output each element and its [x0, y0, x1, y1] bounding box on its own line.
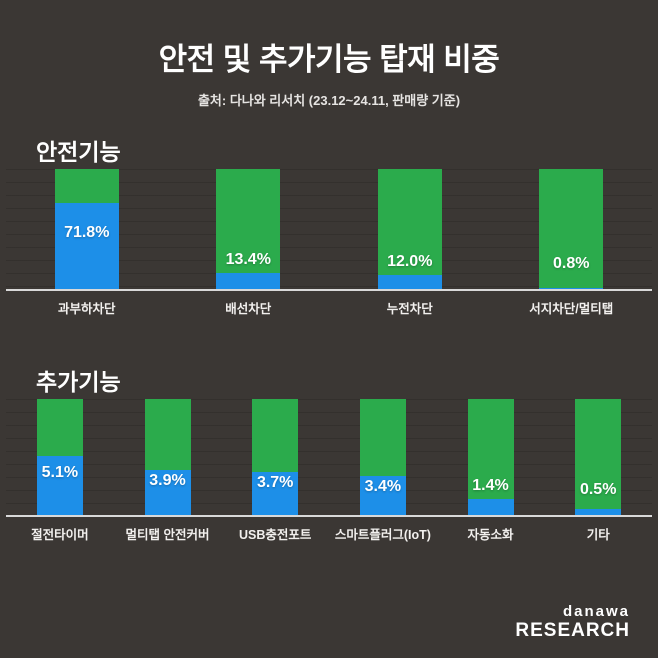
- category-label: 자동소화: [467, 528, 514, 542]
- danawa-research-logo: danawa RESEARCH: [515, 603, 630, 642]
- category-label: 과부하차단: [57, 302, 116, 316]
- bar: 3.9%: [144, 399, 191, 515]
- safety-chart-section: 안전기능 71.8% 13.4% 12.0% 0.8% 과부하차단 배선차단 누전차단 서지…: [0, 133, 658, 317]
- logo-danawa-text: danawa: [562, 602, 630, 620]
- bar-column: 0.8%: [491, 169, 653, 289]
- bar-column: 3.9%: [114, 399, 222, 515]
- category-label: 기타: [586, 528, 610, 542]
- bar-fill: [539, 288, 604, 289]
- value-label: 0.5%: [579, 481, 617, 498]
- additional-chart-section: 추가기능 5.1% 3.9% 3.7% 3.4% 1.4% 0.5% 절전타이머 멀티탭 안…: [0, 363, 658, 543]
- logo-research-text: RESEARCH: [515, 620, 630, 642]
- bar-fill: [144, 469, 191, 515]
- bar: 3.4%: [359, 399, 406, 515]
- safety-chart: 71.8% 13.4% 12.0% 0.8% 과부하차단 배선차단 누전차단 서지차단/멀티…: [6, 169, 652, 317]
- bar-fill: [467, 498, 514, 515]
- bar-column: 13.4%: [168, 169, 330, 289]
- bar-column: 1.4%: [437, 399, 545, 515]
- bar-fill: [575, 509, 622, 515]
- additional-category-labels: 절전타이머 멀티탭 안전커버 USB충전포트 스마트플러그(IoT) 자동소화 기타: [6, 524, 652, 543]
- value-label: 1.4%: [472, 476, 509, 494]
- bar-column: 0.5%: [544, 399, 652, 515]
- value-label: 71.8%: [64, 223, 110, 241]
- bar-column: 12.0%: [329, 169, 491, 289]
- additional-section-title: 추가기능: [36, 369, 121, 395]
- bar-fill: [216, 272, 281, 289]
- safety-section-title: 안전기능: [36, 139, 121, 165]
- category-label: 절전타이머: [31, 528, 89, 542]
- bar-fill: [54, 202, 119, 289]
- bar: 71.8%: [54, 169, 119, 289]
- bar: 5.1%: [36, 399, 83, 515]
- value-label: 13.4%: [225, 250, 271, 268]
- bar: 1.4%: [467, 399, 514, 515]
- bar: 12.0%: [377, 169, 442, 289]
- bar: 0.8%: [539, 169, 604, 289]
- value-label: 3.4%: [364, 477, 402, 495]
- category-label: 배선차단: [225, 302, 272, 316]
- bar-fill: [36, 455, 83, 515]
- additional-chart: 5.1% 3.9% 3.7% 3.4% 1.4% 0.5% 절전타이머 멀티탭 안전커버 US…: [6, 399, 652, 543]
- value-label: 3.7%: [256, 474, 294, 492]
- bar-fill: [359, 475, 406, 515]
- bar-column: 71.8%: [6, 169, 168, 289]
- category-label: USB충전포트: [238, 528, 312, 542]
- safety-category-labels: 과부하차단 배선차단 누전차단 서지차단/멀티탭: [6, 298, 652, 317]
- value-label: 5.1%: [41, 464, 79, 482]
- value-label: 3.9%: [149, 472, 186, 490]
- bar: 0.5%: [575, 399, 622, 515]
- page-title: 안전 및 추가기능 탑재 비중: [158, 42, 500, 77]
- additional-bar-track: 5.1% 3.9% 3.7% 3.4% 1.4% 0.5%: [6, 399, 652, 517]
- category-label: 누전차단: [386, 302, 433, 316]
- page-subtitle: 출처: 다나와 리서치 (23.12~24.11, 판매량 기준): [197, 93, 461, 108]
- category-label: 서지차단/멀티탭: [529, 302, 614, 316]
- value-label: 12.0%: [387, 252, 433, 270]
- bar: 13.4%: [216, 169, 281, 289]
- category-label: 스마트플러그(IoT): [334, 528, 431, 542]
- value-label: 0.8%: [553, 255, 590, 272]
- bar-fill: [377, 274, 442, 289]
- bar-column: 3.7%: [221, 399, 329, 515]
- bar: 3.7%: [252, 399, 299, 515]
- safety-bar-track: 71.8% 13.4% 12.0% 0.8%: [6, 169, 652, 291]
- category-label: 멀티탭 안전커버: [125, 528, 210, 542]
- bar-column: 3.4%: [329, 399, 437, 515]
- bar-fill: [252, 472, 299, 515]
- bar-column: 5.1%: [6, 399, 114, 515]
